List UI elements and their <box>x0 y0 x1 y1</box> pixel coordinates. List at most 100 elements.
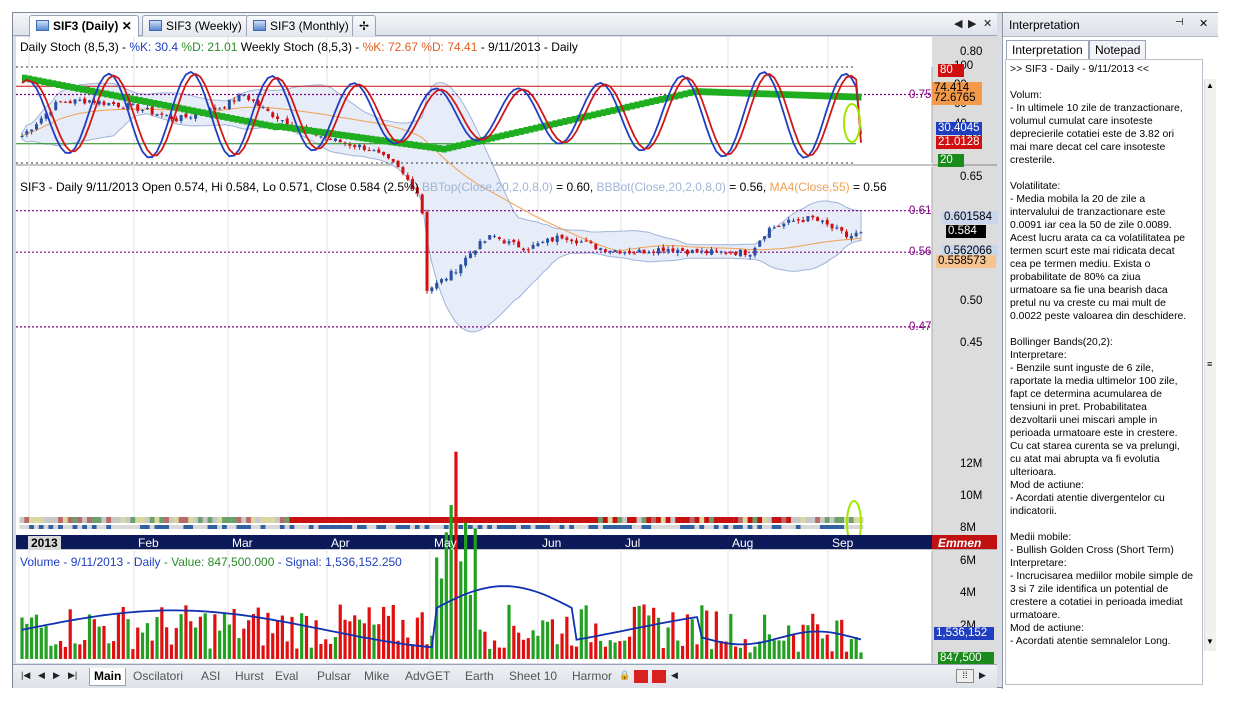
candle <box>107 102 111 106</box>
signal-bar <box>675 517 681 523</box>
tab-interpretation[interactable]: Interpretation <box>1006 40 1089 59</box>
signal-bar <box>217 517 223 523</box>
weekly-stoch-ribbon <box>248 118 254 126</box>
tab-notepad[interactable]: Notepad <box>1089 40 1147 59</box>
signal-bar <box>246 525 252 529</box>
signal-bar <box>342 525 348 529</box>
first-sheet-icon[interactable]: |◀ <box>21 670 31 680</box>
tab-sif3-weekly[interactable]: SIF3 (Weekly) <box>142 15 249 36</box>
volume-axis-label: 10M <box>960 490 983 502</box>
close-icon[interactable]: ✕ <box>1199 18 1209 30</box>
signal-bar <box>58 525 64 529</box>
signal-bar <box>410 517 416 523</box>
volume-bar <box>613 642 617 659</box>
candle <box>724 252 728 254</box>
signal-bar <box>709 517 715 523</box>
sheet-tab-sheet-10[interactable]: Sheet 10 <box>509 669 558 683</box>
weekly-stoch-ribbon <box>320 129 327 136</box>
chart-canvas[interactable] <box>16 37 997 663</box>
volume-bar <box>25 623 29 659</box>
weekly-stoch-ribbon <box>436 145 442 152</box>
sheet-tab-advget[interactable]: AdvGET <box>405 669 451 683</box>
scroll-right-icon[interactable]: ▶ <box>968 18 977 30</box>
flag-icon[interactable] <box>634 670 648 683</box>
signal-bar <box>520 525 526 529</box>
last-sheet-icon[interactable]: ▶| <box>68 670 78 680</box>
weekly-stoch-ribbon <box>740 89 746 97</box>
signal-bar <box>414 517 420 523</box>
tab-sif3-daily[interactable]: SIF3 (Daily) ✕ <box>29 15 139 37</box>
volume-bar <box>285 641 289 659</box>
sheet-tab-oscilatori[interactable]: Oscilatori <box>133 669 184 683</box>
close-icon[interactable]: ✕ <box>121 19 132 33</box>
candle <box>681 248 685 251</box>
pin-icon[interactable]: ⊣ <box>1175 17 1184 28</box>
scroll-left-icon[interactable]: ◀ <box>671 670 678 680</box>
candle <box>78 99 82 101</box>
scroll-right-icon[interactable]: ▶ <box>979 670 986 680</box>
scroll-down-icon[interactable]: ▼ <box>1206 637 1214 646</box>
scroll-thumb[interactable]: ⁞⁞ <box>956 669 974 683</box>
signal-bar <box>545 525 551 529</box>
weekly-stoch-ribbon <box>552 120 558 128</box>
year-label: 2013 <box>28 536 61 550</box>
close-icon[interactable]: ✕ <box>983 18 993 30</box>
volume-bar <box>844 651 849 659</box>
sheet-tab-harmor[interactable]: Harmor <box>572 669 613 683</box>
stoch-header: Daily Stoch (8,5,3) - %K: 30.4 %D: 21.01… <box>20 40 578 54</box>
signal-bar <box>511 517 517 523</box>
candle <box>758 240 762 247</box>
pin-icon[interactable]: ✢ <box>352 15 376 36</box>
candle <box>382 151 386 155</box>
tab-sif3-monthly[interactable]: SIF3 (Monthly) <box>246 15 356 36</box>
signal-bar <box>24 517 30 523</box>
signal-bar <box>472 525 478 529</box>
volume-bar <box>160 607 164 659</box>
candle <box>483 241 487 243</box>
weekly-stoch-ribbon <box>287 124 293 132</box>
signal-bar <box>569 517 575 523</box>
scroll-left-icon[interactable]: ◀ <box>954 18 963 30</box>
volume-bar <box>78 644 82 659</box>
candle <box>854 232 858 237</box>
weekly-stoch-ribbon <box>754 90 761 97</box>
weekly-stoch-ribbon <box>412 141 418 149</box>
weekly-stoch-ribbon <box>841 93 848 100</box>
sheet-tab-asi[interactable]: ASI <box>201 669 221 683</box>
volume-bar <box>73 643 77 659</box>
signal-bar <box>477 525 483 529</box>
scrollbar[interactable]: ▲ ≡ ▼ <box>1204 79 1216 651</box>
volume-bar <box>849 639 853 659</box>
scroll-up-icon[interactable]: ▲ <box>1206 81 1214 90</box>
candle <box>859 232 863 234</box>
volume-bar <box>825 634 829 659</box>
candle <box>767 227 771 238</box>
volume-bar <box>319 644 323 659</box>
sheet-tab-main[interactable]: Main <box>89 668 127 686</box>
signal-bar <box>405 525 411 529</box>
volume-bar <box>396 640 400 659</box>
signal-bar <box>699 525 705 529</box>
signal-bar <box>284 517 290 523</box>
prev-sheet-icon[interactable]: ◀ <box>38 670 45 680</box>
weekly-stoch-ribbon <box>55 81 62 89</box>
scroll-thumb-icon[interactable]: ≡ <box>1207 359 1213 369</box>
chart-area[interactable]: Daily Stoch (8,5,3) - %K: 30.4 %D: 21.01… <box>16 37 998 665</box>
flag-icon[interactable] <box>652 670 666 683</box>
sheet-tab-hurst[interactable]: Hurst <box>235 669 264 683</box>
signal-bar <box>48 517 54 523</box>
next-sheet-icon[interactable]: ▶ <box>53 670 60 680</box>
weekly-stoch-ribbon <box>504 131 510 139</box>
weekly-stoch-ribbon <box>190 107 197 115</box>
volume-bar <box>512 625 516 659</box>
weekly-stoch-ribbon <box>499 132 505 140</box>
weekly-stoch-ribbon <box>769 90 775 98</box>
sheet-tab-eval[interactable]: Eval <box>275 669 299 683</box>
volume-bar <box>227 624 231 659</box>
signal-bar <box>226 517 232 523</box>
sheet-tab-mike[interactable]: Mike <box>364 669 390 683</box>
sheet-tab-pulsar[interactable]: Pulsar <box>317 669 352 683</box>
candle <box>319 136 323 138</box>
candle <box>338 139 342 143</box>
sheet-tab-earth[interactable]: Earth <box>465 669 494 683</box>
